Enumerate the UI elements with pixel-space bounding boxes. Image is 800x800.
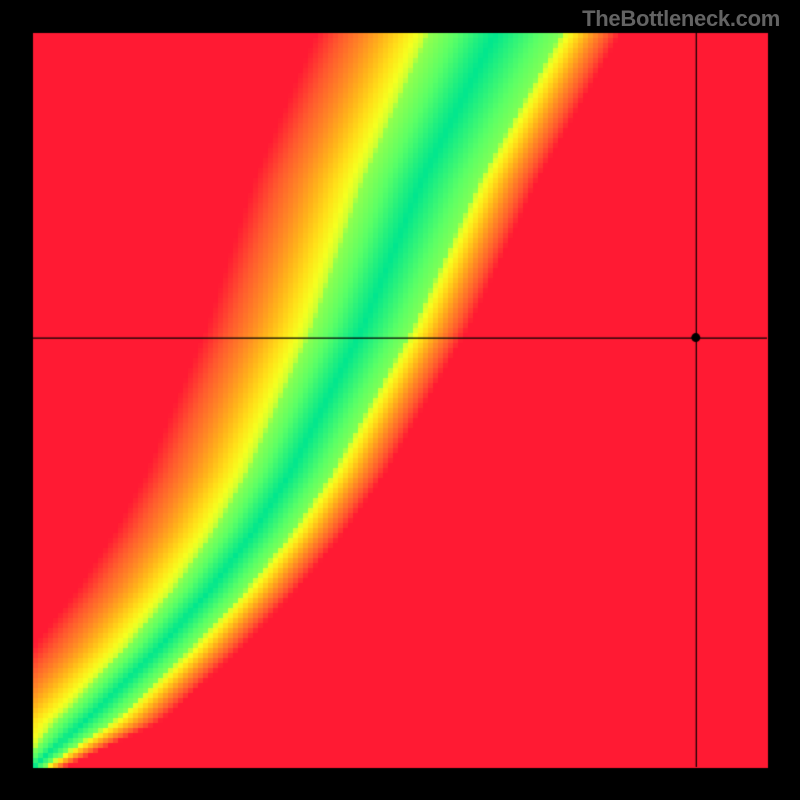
chart-container: TheBottleneck.com bbox=[0, 0, 800, 800]
watermark-text: TheBottleneck.com bbox=[582, 6, 780, 32]
heatmap-canvas bbox=[0, 0, 800, 800]
